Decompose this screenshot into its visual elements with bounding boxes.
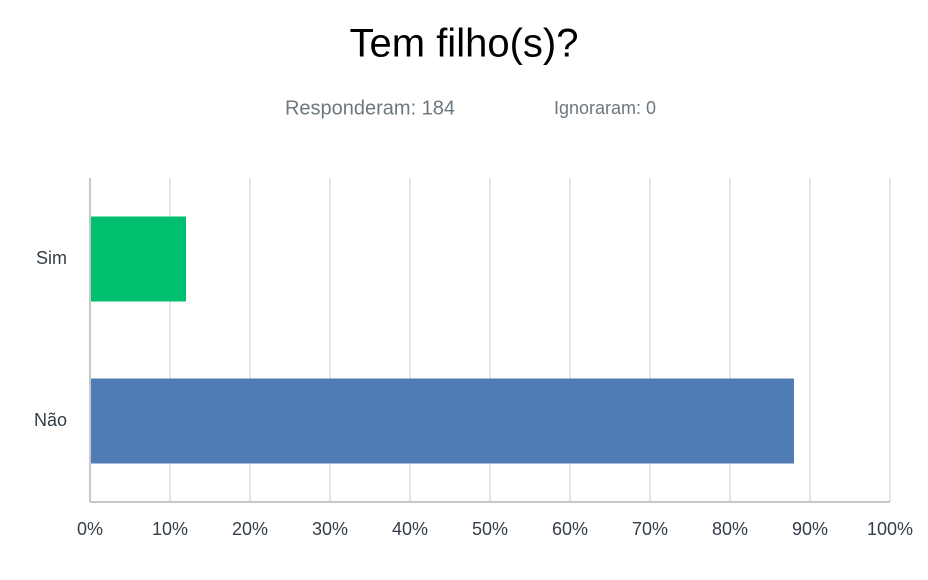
x-tick-label: 100% (867, 519, 913, 539)
x-tick-label: 40% (392, 519, 428, 539)
bar (90, 378, 794, 464)
bar (90, 216, 186, 302)
x-tick-label: 50% (472, 519, 508, 539)
y-tick-label: Não (34, 410, 67, 430)
x-tick-label: 30% (312, 519, 348, 539)
x-tick-label: 0% (77, 519, 103, 539)
x-tick-label: 20% (232, 519, 268, 539)
subtitle: Responderam: 184 (285, 97, 455, 119)
x-tick-label: 10% (152, 519, 188, 539)
x-tick-label: 90% (792, 519, 828, 539)
chart-title: Tem filho(s)? (350, 22, 579, 66)
x-tick-label: 70% (632, 519, 668, 539)
subtitle: Ignoraram: 0 (554, 98, 656, 118)
x-tick-label: 80% (712, 519, 748, 539)
y-tick-label: Sim (36, 248, 67, 268)
x-tick-label: 60% (552, 519, 588, 539)
